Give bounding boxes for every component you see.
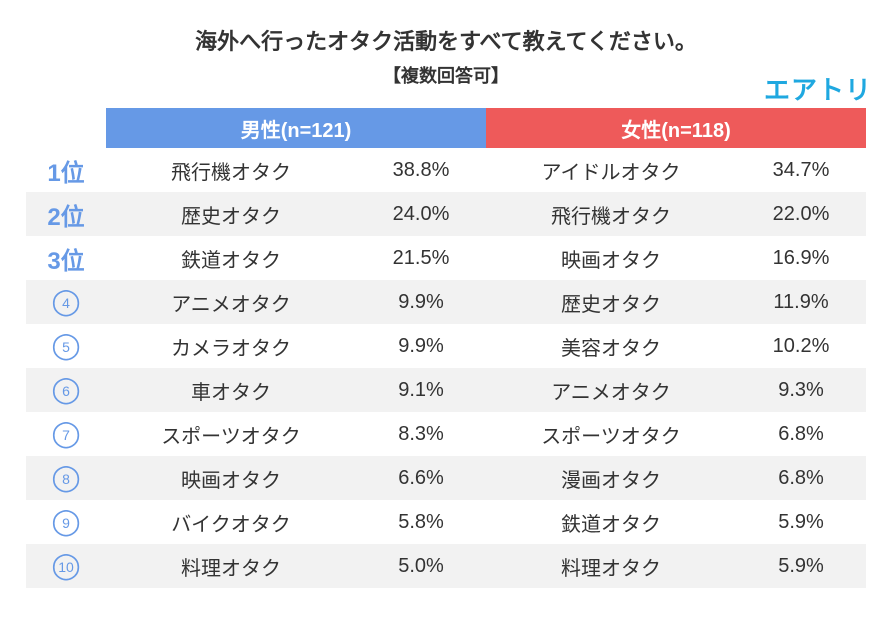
male-category: バイクオタク (106, 500, 356, 544)
female-category: 飛行機オタク (486, 192, 736, 236)
header-female: 女性(n=118) (486, 108, 866, 148)
female-percent: 9.3% (736, 368, 866, 412)
male-percent: 24.0% (356, 192, 486, 236)
male-category: 飛行機オタク (106, 148, 356, 192)
table-row: ◯10料理オタク5.0%料理オタク5.9% (26, 544, 866, 588)
male-percent: 38.8% (356, 148, 486, 192)
female-percent: 10.2% (736, 324, 866, 368)
rank-label-circle: ◯6 (26, 368, 106, 412)
male-percent: 5.0% (356, 544, 486, 588)
male-percent: 9.9% (356, 324, 486, 368)
male-category: カメラオタク (106, 324, 356, 368)
male-category: スポーツオタク (106, 412, 356, 456)
female-category: 料理オタク (486, 544, 736, 588)
table-row: 3位鉄道オタク21.5%映画オタク16.9% (26, 236, 866, 280)
male-percent: 8.3% (356, 412, 486, 456)
rank-label-circle: ◯4 (26, 280, 106, 324)
male-category: 鉄道オタク (106, 236, 356, 280)
female-percent: 6.8% (736, 412, 866, 456)
header-rank-blank (26, 108, 106, 148)
table-row: 1位飛行機オタク38.8%アイドルオタク34.7% (26, 148, 866, 192)
female-percent: 5.9% (736, 544, 866, 588)
female-category: 歴史オタク (486, 280, 736, 324)
male-category: 車オタク (106, 368, 356, 412)
table-row: ◯7スポーツオタク8.3%スポーツオタク6.8% (26, 412, 866, 456)
table-row: ◯4アニメオタク9.9%歴史オタク11.9% (26, 280, 866, 324)
female-category: 美容オタク (486, 324, 736, 368)
table-row: ◯8映画オタク6.6%漫画オタク6.8% (26, 456, 866, 500)
rank-label-circle: ◯8 (26, 456, 106, 500)
table-row: ◯5カメラオタク9.9%美容オタク10.2% (26, 324, 866, 368)
brand-logo: エアトリ (764, 70, 872, 107)
table-row: 2位歴史オタク24.0%飛行機オタク22.0% (26, 192, 866, 236)
male-percent: 5.8% (356, 500, 486, 544)
rank-label-circle: ◯5 (26, 324, 106, 368)
rank-label-circle: ◯9 (26, 500, 106, 544)
ranking-tbody: 1位飛行機オタク38.8%アイドルオタク34.7%2位歴史オタク24.0%飛行機… (26, 148, 866, 588)
male-category: アニメオタク (106, 280, 356, 324)
female-category: スポーツオタク (486, 412, 736, 456)
header-male: 男性(n=121) (106, 108, 486, 148)
rank-label-circle: ◯7 (26, 412, 106, 456)
male-category: 映画オタク (106, 456, 356, 500)
table-row: ◯9バイクオタク5.8%鉄道オタク5.9% (26, 500, 866, 544)
female-category: 映画オタク (486, 236, 736, 280)
male-percent: 9.9% (356, 280, 486, 324)
female-percent: 22.0% (736, 192, 866, 236)
rank-label-top: 2位 (26, 192, 106, 236)
page-subtitle: 【複数回答可】 (0, 56, 892, 88)
male-percent: 21.5% (356, 236, 486, 280)
table-row: ◯6車オタク9.1%アニメオタク9.3% (26, 368, 866, 412)
female-percent: 11.9% (736, 280, 866, 324)
female-percent: 16.9% (736, 236, 866, 280)
rank-label-top: 1位 (26, 148, 106, 192)
male-percent: 6.6% (356, 456, 486, 500)
male-category: 歴史オタク (106, 192, 356, 236)
page-title: 海外へ行ったオタク活動をすべて教えてください。 (0, 0, 892, 56)
rank-label-circle: ◯10 (26, 544, 106, 588)
male-category: 料理オタク (106, 544, 356, 588)
female-percent: 6.8% (736, 456, 866, 500)
rank-label-top: 3位 (26, 236, 106, 280)
female-percent: 5.9% (736, 500, 866, 544)
ranking-table: 男性(n=121) 女性(n=118) 1位飛行機オタク38.8%アイドルオタク… (26, 108, 866, 588)
female-category: アニメオタク (486, 368, 736, 412)
female-category: 鉄道オタク (486, 500, 736, 544)
male-percent: 9.1% (356, 368, 486, 412)
female-category: アイドルオタク (486, 148, 736, 192)
female-percent: 34.7% (736, 148, 866, 192)
female-category: 漫画オタク (486, 456, 736, 500)
